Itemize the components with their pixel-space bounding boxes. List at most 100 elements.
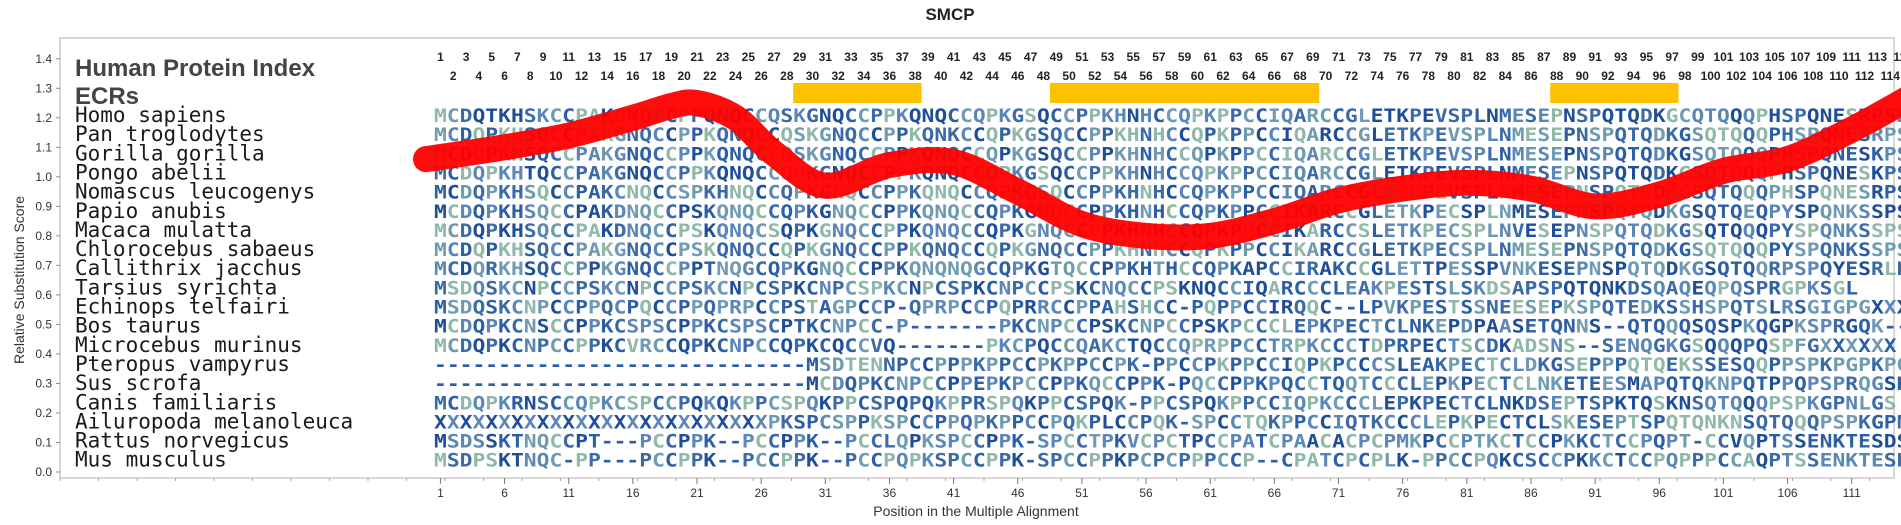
- ecr-region: [1049, 83, 1320, 103]
- human-index-number: 27: [767, 50, 781, 64]
- human-index-number: 44: [985, 69, 999, 83]
- human-index-number: 12: [575, 69, 589, 83]
- human-index-number: 97: [1665, 50, 1679, 64]
- human-index-number: 15: [613, 50, 627, 64]
- human-index-number: 14: [601, 69, 615, 83]
- human-index-number: 9: [540, 50, 547, 64]
- human-index-number: 3: [463, 50, 470, 64]
- substitution-score-point: [670, 105, 672, 107]
- human-index-number: 98: [1678, 69, 1692, 83]
- human-index-number: 82: [1473, 69, 1487, 83]
- human-index-number: 26: [754, 69, 768, 83]
- sequence-row: XXXXXXXXXXXXXXXXXXXXXXXXXXPKSPCSPPKSPCCP…: [434, 411, 1901, 433]
- x-tick-label: 51: [1075, 486, 1089, 500]
- x-tick-label: 86: [1524, 486, 1538, 500]
- human-index-number: 75: [1383, 50, 1397, 64]
- y-tick-label: 0.8: [35, 229, 52, 243]
- human-index-number: 74: [1370, 69, 1384, 83]
- species-label: Tarsius syrichta: [75, 275, 277, 299]
- human-index-number: 54: [1114, 69, 1128, 83]
- human-index-number: 36: [883, 69, 897, 83]
- human-index-number: 72: [1345, 69, 1359, 83]
- human-index-number: 62: [1216, 69, 1230, 83]
- human-index-number: 48: [1037, 69, 1051, 83]
- y-tick-label: 0.3: [35, 376, 52, 390]
- substitution-score-point: [696, 102, 698, 104]
- human-index-number: 38: [908, 69, 922, 83]
- human-index-number: 63: [1229, 50, 1243, 64]
- substitution-score-point: [504, 146, 506, 148]
- substitution-score-point: [1209, 235, 1211, 237]
- substitution-score-point: [953, 161, 955, 163]
- human-index-number: 47: [1024, 50, 1038, 64]
- x-axis: 1 6 11 16 21 26 31 36 41 46 51 56 61 66 71 76 81 86 91 96 10…: [59, 478, 1870, 500]
- human-index-number: 39: [921, 50, 935, 64]
- human-index-number: 60: [1191, 69, 1205, 83]
- human-index-number: 5: [488, 50, 495, 64]
- human-index-number: 101: [1713, 50, 1733, 64]
- y-tick-label: 0.1: [35, 435, 52, 449]
- human-index-number: 93: [1614, 50, 1628, 64]
- human-index-number: 71: [1332, 50, 1346, 64]
- x-tick-label: 41: [947, 486, 961, 500]
- human-index-number: 109: [1816, 50, 1836, 64]
- human-index-number: 31: [819, 50, 833, 64]
- human-index-number: 40: [934, 69, 948, 83]
- human-index-number: 46: [1011, 69, 1025, 83]
- substitution-score-point: [1273, 220, 1275, 222]
- ecr-bars: [793, 83, 1679, 103]
- x-tick-label: 81: [1460, 486, 1474, 500]
- x-tick-label: 26: [754, 486, 768, 500]
- human-index-number: 67: [1281, 50, 1295, 64]
- human-index-number: 6: [501, 69, 508, 83]
- human-index-number: 64: [1242, 69, 1256, 83]
- x-tick-label: 6: [501, 486, 508, 500]
- x-tick-label: 76: [1396, 486, 1410, 500]
- x-tick-label: 96: [1653, 486, 1667, 500]
- human-index-number: 65: [1255, 50, 1269, 64]
- substitution-score-point: [1530, 188, 1532, 190]
- y-tick-label: 0.4: [35, 347, 52, 361]
- human-index-number: 70: [1319, 69, 1333, 83]
- x-tick-label: 31: [819, 486, 833, 500]
- human-index-number: 66: [1268, 69, 1282, 83]
- x-tick-label: 71: [1332, 486, 1346, 500]
- human-index-number: 59: [1178, 50, 1192, 64]
- human-index-number: 81: [1460, 50, 1474, 64]
- human-index-number: 80: [1447, 69, 1461, 83]
- x-tick-label: 61: [1204, 486, 1218, 500]
- sequence-row: MSDQSKCNPCCPSKCNPCCPSKCNPCSPKCNPCSPKCNPC…: [434, 277, 1858, 299]
- human-index-number: 1: [437, 50, 444, 64]
- human-index-number: 87: [1537, 50, 1551, 64]
- species-label: Pongo abelii: [75, 160, 227, 184]
- human-index-number: 111: [1842, 50, 1861, 64]
- human-index-number: 73: [1357, 50, 1371, 64]
- human-index-number: 50: [1062, 69, 1076, 83]
- y-tick-label: 0.0: [35, 465, 52, 479]
- y-axis: 0.0 0.1 0.2 0.3 0.4 0.5 0.6 0.7 0.8 0.9 1.0 1.1 1.2 1…: [35, 52, 60, 479]
- human-index-number: 89: [1563, 50, 1577, 64]
- human-index-number: 96: [1653, 69, 1667, 83]
- human-index-number: 88: [1550, 69, 1564, 83]
- species-label: Mus musculus: [75, 448, 227, 472]
- human-index-number: 55: [1127, 50, 1141, 64]
- sequence-row: MCDQRKHSQCCPPKGNQCCPPTNQGCQPKGNQCCPPKQNQ…: [434, 258, 1901, 280]
- human-index-number: 85: [1511, 50, 1525, 64]
- human-index-number: 43: [973, 50, 987, 64]
- substitution-score-point: [1145, 235, 1147, 237]
- species-label: Nomascus leucogenys: [75, 180, 315, 204]
- ecr-label: ECRs: [75, 83, 139, 110]
- human-index-number: 84: [1499, 69, 1513, 83]
- species-label: Gorilla gorilla: [75, 141, 265, 165]
- human-index-number: 11: [562, 50, 575, 64]
- substitution-score-point: [1402, 188, 1404, 190]
- y-tick-label: 0.2: [35, 406, 52, 420]
- species-label: Homo sapiens: [75, 103, 227, 127]
- substitution-score-point: [1017, 191, 1019, 193]
- human-index-number: 41: [947, 50, 961, 64]
- human-index-number: 16: [626, 69, 640, 83]
- human-index-number: 102: [1726, 69, 1746, 83]
- species-label: Ailuropoda melanoleuca: [75, 409, 353, 433]
- substitution-score-point: [773, 152, 775, 154]
